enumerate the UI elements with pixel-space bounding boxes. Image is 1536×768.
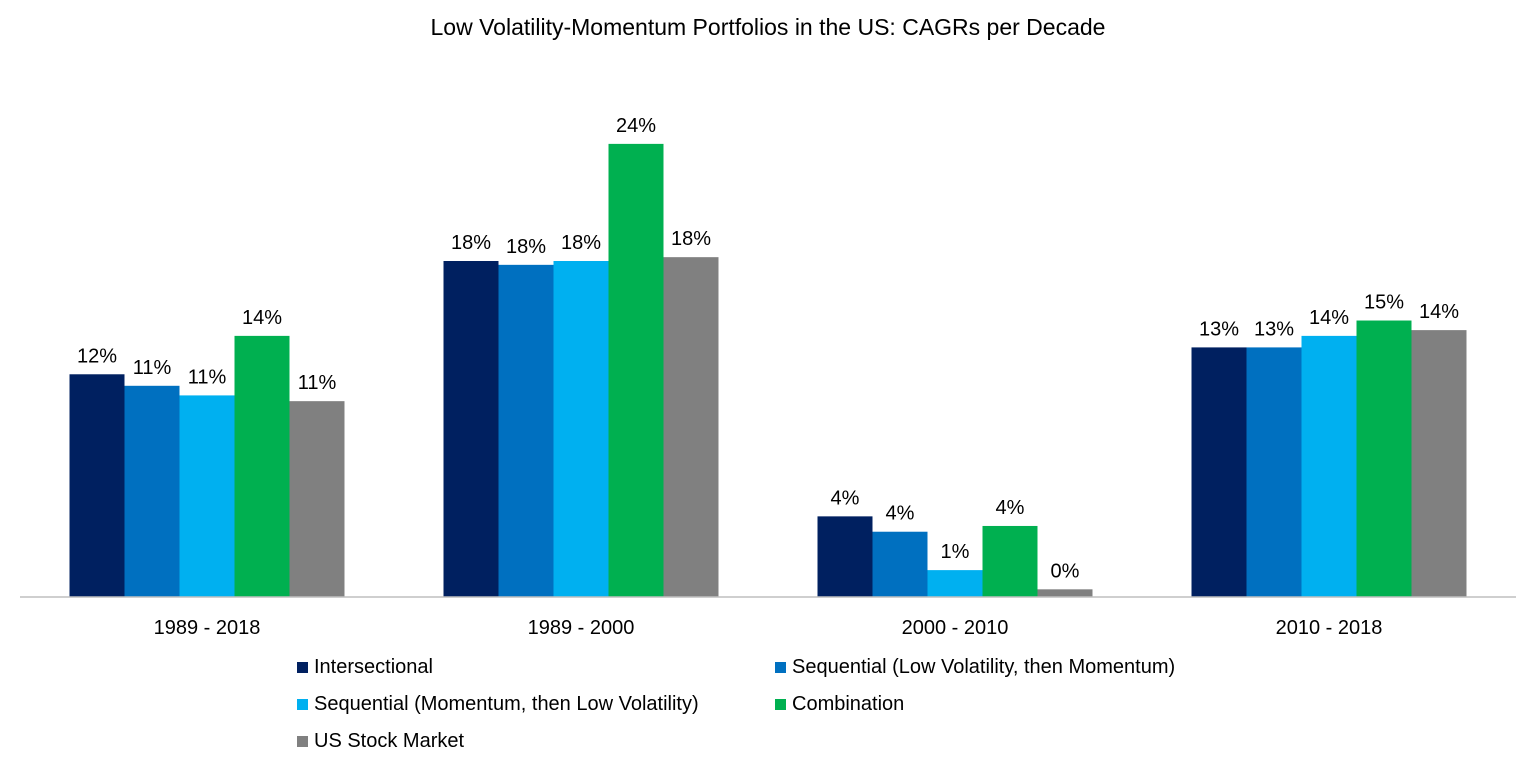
legend-label: Intersectional — [314, 656, 433, 678]
bar — [1246, 347, 1302, 597]
x-tick-label: 1989 - 2000 — [528, 617, 635, 639]
bar — [443, 261, 499, 597]
bar — [982, 525, 1038, 597]
data-label: 12% — [77, 345, 117, 367]
legend-swatch — [775, 699, 786, 710]
legend-swatch — [297, 699, 308, 710]
bar — [663, 257, 719, 597]
x-tick-label: 1989 - 2018 — [154, 617, 261, 639]
legend-swatch — [297, 736, 308, 747]
bar — [289, 401, 345, 597]
data-label: 11% — [188, 366, 227, 388]
legend-item: Sequential (Low Volatility, then Momentu… — [775, 656, 1175, 679]
bar — [498, 264, 554, 597]
legend-item: Combination — [775, 693, 904, 716]
data-label: 18% — [671, 228, 711, 250]
data-label: 4% — [886, 503, 915, 525]
legend-label: Sequential (Low Volatility, then Momentu… — [792, 656, 1176, 678]
bar — [553, 261, 609, 597]
chart-title: Low Volatility-Momentum Portfolios in th… — [430, 14, 1106, 40]
legend-item: Sequential (Momentum, then Low Volatilit… — [297, 693, 699, 716]
bar — [1356, 320, 1412, 597]
data-label: 18% — [451, 232, 491, 254]
legend-swatch — [297, 662, 308, 673]
bar — [608, 143, 664, 597]
legend-label: Combination — [792, 693, 905, 715]
bar — [179, 395, 235, 597]
data-label: 18% — [561, 232, 601, 254]
data-label: 15% — [1364, 292, 1404, 314]
bar — [234, 335, 290, 597]
legend-label: Sequential (Momentum, then Low Volatilit… — [314, 693, 699, 715]
legend-item: Intersectional — [297, 656, 433, 679]
data-label: 11% — [298, 372, 337, 394]
data-label: 4% — [831, 487, 860, 509]
bar — [927, 570, 983, 597]
data-label: 0% — [1051, 560, 1080, 582]
data-label: 24% — [616, 115, 656, 137]
data-label: 11% — [133, 357, 172, 379]
bar — [124, 385, 180, 597]
bar — [69, 374, 125, 597]
data-label: 18% — [506, 236, 546, 258]
legend-item: US Stock Market — [297, 730, 464, 753]
legend-label: US Stock Market — [314, 730, 465, 752]
x-tick-label: 2010 - 2018 — [1276, 617, 1383, 639]
data-label: 13% — [1199, 318, 1239, 340]
bar — [1411, 330, 1467, 597]
x-tick-label: 2000 - 2010 — [902, 617, 1009, 639]
data-label: 14% — [242, 307, 282, 329]
bar — [1301, 335, 1357, 597]
bar — [1037, 589, 1093, 597]
data-label: 4% — [996, 497, 1025, 519]
data-label: 14% — [1309, 307, 1349, 329]
legend-swatch — [775, 662, 786, 673]
data-label: 1% — [941, 541, 970, 563]
bar — [817, 516, 873, 597]
bar — [872, 531, 928, 597]
bar — [1191, 347, 1247, 597]
data-label: 13% — [1254, 318, 1294, 340]
data-label: 14% — [1419, 301, 1459, 323]
